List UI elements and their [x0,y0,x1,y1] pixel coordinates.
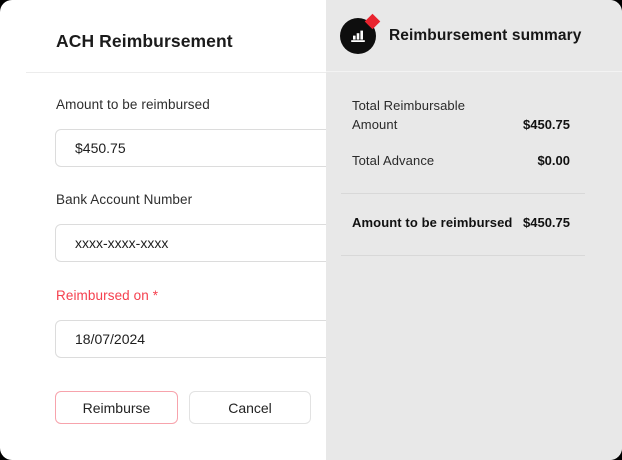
bank-account-input[interactable] [55,224,347,262]
reimbursed-on-date-input[interactable] [55,320,347,358]
summary-row-label: Amount to be reimbursed [352,215,513,230]
summary-divider [341,255,585,256]
cancel-button[interactable]: Cancel [189,391,311,424]
summary-total-section: Amount to be reimbursed $450.75 [326,194,622,232]
summary-row-value: $0.00 [537,153,570,168]
amount-input[interactable] [55,129,347,167]
summary-row-total-reimbursable: Total Reimbursable Amount $450.75 [352,96,570,134]
summary-header: Reimbursement summary [326,0,622,72]
reimburse-button[interactable]: Reimburse [55,391,178,424]
amount-field-label: Amount to be reimbursed [56,97,210,112]
header-divider [26,72,622,73]
reimbursed-on-field-label: Reimbursed on * [56,288,159,303]
summary-row-amount-to-be-reimbursed: Amount to be reimbursed $450.75 [352,213,570,232]
page-title: ACH Reimbursement [56,31,233,51]
summary-row-total-advance: Total Advance $0.00 [352,151,570,170]
summary-title: Reimbursement summary [389,26,582,44]
summary-row-label: Total Reimbursable Amount [352,98,466,132]
bank-account-field-label: Bank Account Number [56,192,193,207]
summary-rows: Total Reimbursable Amount $450.75 Total … [326,72,622,170]
summary-divider [341,193,585,194]
reimbursement-summary-panel: Reimbursement summary Total Reimbursable… [326,0,622,460]
summary-row-value: $450.75 [523,215,570,230]
summary-row-label: Total Advance [352,153,435,168]
summary-row-value: $450.75 [523,117,570,132]
bar-chart-logo-icon [340,13,381,54]
